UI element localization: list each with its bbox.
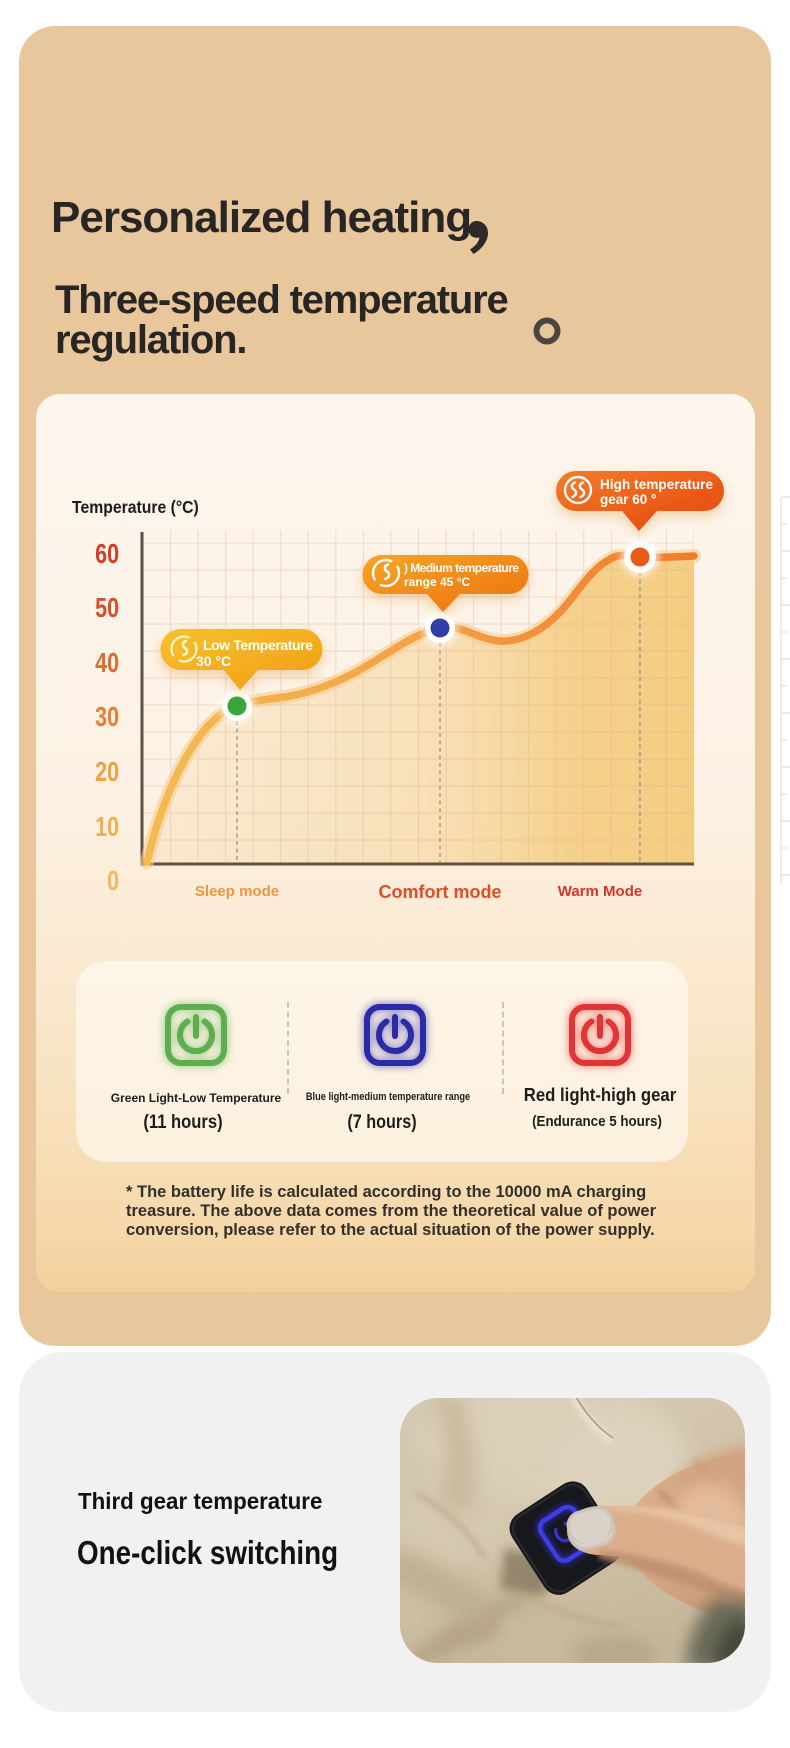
svg-text:) Medium temperature: ) Medium temperature: [404, 561, 519, 575]
svg-text:30 °C: 30 °C: [196, 653, 231, 669]
svg-text:High temperature: High temperature: [600, 477, 713, 492]
svg-text:Low Temperature: Low Temperature: [203, 637, 313, 653]
svg-text:gear 60 °: gear 60 °: [600, 492, 656, 507]
svg-text:range 45 °C: range 45 °C: [404, 575, 470, 589]
